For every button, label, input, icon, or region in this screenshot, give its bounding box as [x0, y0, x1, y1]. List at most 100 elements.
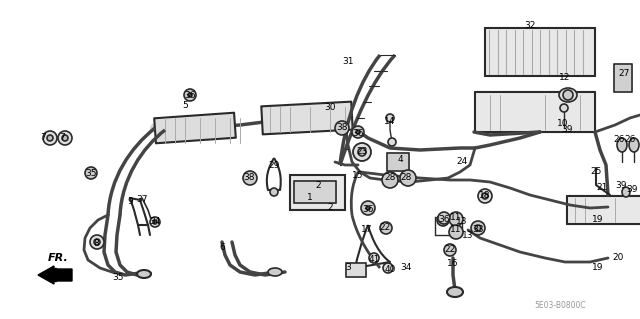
Text: 29: 29 — [268, 160, 280, 169]
Text: 27: 27 — [618, 69, 630, 78]
Text: 4: 4 — [397, 155, 403, 165]
Circle shape — [47, 135, 53, 141]
Text: 11: 11 — [451, 226, 461, 234]
Text: 38: 38 — [336, 123, 348, 132]
Circle shape — [563, 90, 573, 100]
Text: 1: 1 — [307, 194, 313, 203]
FancyBboxPatch shape — [614, 64, 632, 92]
Ellipse shape — [268, 268, 282, 276]
Text: 8: 8 — [93, 239, 99, 248]
Circle shape — [353, 143, 371, 161]
Circle shape — [270, 188, 278, 196]
Circle shape — [62, 135, 68, 141]
Circle shape — [361, 201, 375, 215]
Text: 41: 41 — [368, 255, 380, 263]
Text: 30: 30 — [324, 102, 336, 112]
Circle shape — [90, 235, 104, 249]
Text: 18: 18 — [479, 191, 491, 201]
FancyBboxPatch shape — [346, 263, 366, 277]
Circle shape — [366, 206, 370, 210]
Text: 40: 40 — [384, 265, 396, 275]
Text: 22: 22 — [380, 224, 390, 233]
Circle shape — [153, 220, 157, 224]
Text: 37: 37 — [136, 196, 148, 204]
Circle shape — [560, 104, 568, 112]
Text: 32: 32 — [524, 20, 536, 29]
Text: 25: 25 — [590, 167, 602, 176]
Circle shape — [188, 93, 192, 97]
Text: 6: 6 — [219, 243, 225, 253]
Circle shape — [58, 131, 72, 145]
FancyBboxPatch shape — [475, 92, 595, 132]
Circle shape — [369, 253, 379, 263]
Text: 36: 36 — [362, 204, 374, 213]
Text: 36: 36 — [352, 129, 364, 137]
Text: 22: 22 — [444, 246, 456, 255]
FancyBboxPatch shape — [485, 28, 595, 76]
Circle shape — [243, 171, 257, 185]
Text: 26: 26 — [613, 135, 625, 144]
Circle shape — [150, 217, 160, 227]
Ellipse shape — [622, 187, 630, 197]
Circle shape — [94, 239, 100, 245]
Circle shape — [383, 263, 393, 273]
Text: 5: 5 — [182, 100, 188, 109]
Circle shape — [388, 138, 396, 146]
Text: 16: 16 — [447, 258, 459, 268]
Text: 36: 36 — [184, 91, 196, 100]
Ellipse shape — [559, 88, 577, 102]
Text: 28: 28 — [384, 173, 396, 182]
Text: 35: 35 — [85, 168, 97, 177]
Circle shape — [400, 170, 416, 186]
Text: 2: 2 — [315, 181, 321, 189]
FancyBboxPatch shape — [387, 153, 409, 171]
Text: 14: 14 — [384, 117, 396, 127]
Text: 36: 36 — [438, 214, 450, 224]
Ellipse shape — [617, 138, 627, 152]
FancyBboxPatch shape — [294, 181, 336, 203]
Text: 19: 19 — [592, 263, 604, 272]
FancyBboxPatch shape — [567, 196, 640, 224]
Circle shape — [449, 212, 463, 226]
FancyBboxPatch shape — [154, 113, 236, 143]
Text: 3: 3 — [345, 263, 351, 272]
Circle shape — [444, 244, 456, 256]
Text: 23: 23 — [356, 147, 368, 157]
Text: 20: 20 — [612, 254, 624, 263]
Text: 2: 2 — [327, 203, 333, 211]
Text: 13: 13 — [456, 218, 468, 226]
FancyBboxPatch shape — [261, 102, 353, 134]
Circle shape — [184, 89, 196, 101]
Text: 39: 39 — [627, 186, 637, 195]
Ellipse shape — [629, 138, 639, 152]
Text: 34: 34 — [400, 263, 412, 272]
Text: 21: 21 — [596, 183, 608, 192]
Circle shape — [437, 214, 449, 226]
Circle shape — [43, 131, 57, 145]
Circle shape — [356, 130, 360, 134]
Text: 26: 26 — [624, 135, 636, 144]
Text: 7: 7 — [40, 133, 46, 143]
Text: 15: 15 — [352, 170, 364, 180]
Circle shape — [358, 148, 366, 156]
Text: 17: 17 — [361, 226, 372, 234]
Circle shape — [438, 212, 450, 224]
Circle shape — [482, 193, 488, 199]
Circle shape — [85, 167, 97, 179]
Text: 31: 31 — [342, 57, 354, 66]
Text: 5E03-B0800C: 5E03-B0800C — [534, 301, 586, 310]
Circle shape — [475, 225, 481, 231]
Ellipse shape — [137, 270, 151, 278]
FancyBboxPatch shape — [290, 175, 345, 210]
Circle shape — [471, 221, 485, 235]
Circle shape — [382, 172, 398, 188]
Circle shape — [352, 126, 364, 138]
Text: 12: 12 — [559, 72, 571, 81]
Text: 28: 28 — [400, 174, 412, 182]
Text: 10: 10 — [557, 118, 569, 128]
Text: 11: 11 — [451, 212, 461, 221]
Text: 39: 39 — [615, 182, 627, 190]
Circle shape — [335, 121, 349, 135]
Circle shape — [386, 114, 394, 122]
Text: 7: 7 — [59, 133, 65, 143]
